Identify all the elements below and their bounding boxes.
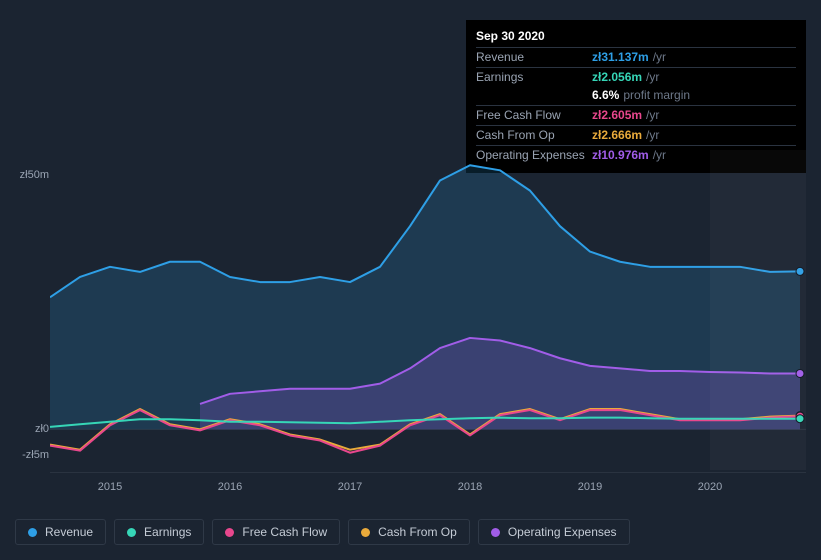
legend-item-cashop[interactable]: Cash From Op bbox=[348, 519, 470, 545]
legend-swatch bbox=[225, 528, 234, 537]
chart-legend: Revenue Earnings Free Cash Flow Cash From O… bbox=[15, 519, 630, 545]
forecast-shade bbox=[710, 150, 806, 470]
legend-swatch bbox=[361, 528, 370, 537]
tooltip-row-label: Free Cash Flow bbox=[476, 107, 592, 124]
y-axis-tick: zł50m bbox=[20, 169, 49, 181]
tooltip-row-label: Cash From Op bbox=[476, 127, 592, 144]
tooltip-row-value: zł2.605m/yr bbox=[592, 107, 659, 124]
y-axis-tick: zł0 bbox=[35, 423, 49, 435]
legend-label: Earnings bbox=[144, 525, 191, 539]
legend-item-revenue[interactable]: Revenue bbox=[15, 519, 106, 545]
legend-label: Revenue bbox=[45, 525, 93, 539]
x-axis-tick: 2015 bbox=[98, 481, 122, 493]
legend-item-fcf[interactable]: Free Cash Flow bbox=[212, 519, 340, 545]
legend-swatch bbox=[28, 528, 37, 537]
financials-chart-container: Sep 30 2020 Revenuezł31.137m/yrEarningsz… bbox=[0, 0, 821, 560]
x-axis-tick: 2018 bbox=[458, 481, 482, 493]
tooltip-row: Cash From Opzł2.666m/yr bbox=[476, 125, 796, 145]
tooltip-row-label bbox=[476, 87, 592, 104]
legend-item-earnings[interactable]: Earnings bbox=[114, 519, 204, 545]
legend-label: Free Cash Flow bbox=[242, 525, 327, 539]
tooltip-row-value: zł2.666m/yr bbox=[592, 127, 659, 144]
chart-plot[interactable] bbox=[50, 150, 806, 470]
tooltip-row: Free Cash Flowzł2.605m/yr bbox=[476, 105, 796, 125]
tooltip-date: Sep 30 2020 bbox=[476, 28, 796, 47]
tooltip-row: Earningszł2.056m/yr bbox=[476, 67, 796, 87]
x-axis: 2015 2016 2017 2018 2019 2020 bbox=[50, 472, 806, 502]
x-axis-tick: 2020 bbox=[698, 481, 722, 493]
legend-item-opex[interactable]: Operating Expenses bbox=[478, 519, 630, 545]
legend-label: Cash From Op bbox=[378, 525, 457, 539]
tooltip-row: 6.6%profit margin bbox=[476, 86, 796, 105]
x-axis-tick: 2016 bbox=[218, 481, 242, 493]
tooltip-row: Revenuezł31.137m/yr bbox=[476, 47, 796, 67]
tooltip-row-label: Earnings bbox=[476, 69, 592, 86]
chart-area: zł50m zł0 -zł5m 2015 2016 2017 2018 2019 2020 bbox=[15, 150, 806, 510]
legend-swatch bbox=[127, 528, 136, 537]
chart-svg bbox=[50, 150, 806, 470]
tooltip-row-value: zł31.137m/yr bbox=[592, 49, 666, 66]
y-axis-tick: -zł5m bbox=[22, 449, 49, 461]
legend-swatch bbox=[491, 528, 500, 537]
x-axis-tick: 2017 bbox=[338, 481, 362, 493]
tooltip-row-value: 6.6%profit margin bbox=[592, 87, 690, 104]
x-axis-tick: 2019 bbox=[578, 481, 602, 493]
tooltip-row-label: Revenue bbox=[476, 49, 592, 66]
tooltip-row-value: zł2.056m/yr bbox=[592, 69, 659, 86]
legend-label: Operating Expenses bbox=[508, 525, 617, 539]
